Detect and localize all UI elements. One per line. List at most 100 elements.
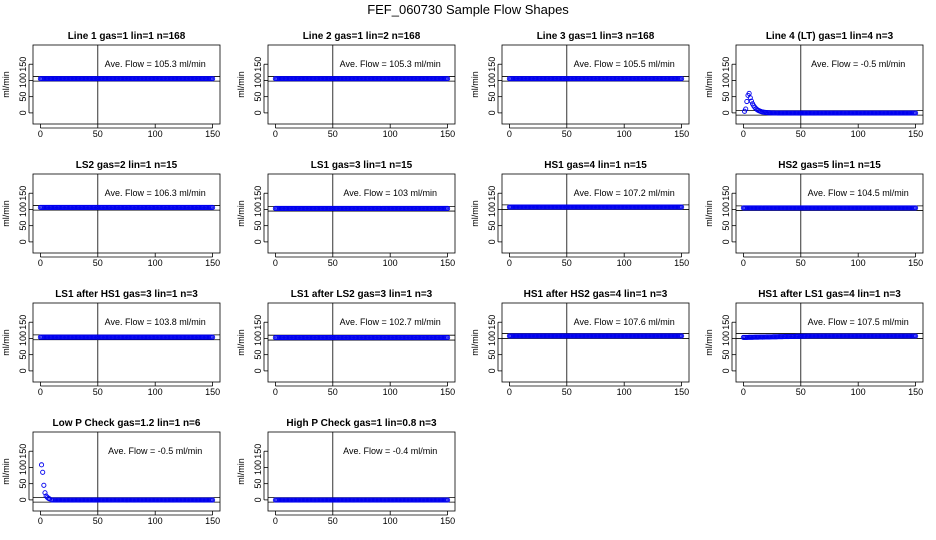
data-point [913,110,919,116]
y-axis-label: ml/min [1,71,11,98]
y-tick-label: 50 [721,221,731,231]
x-tick-label: 0 [273,258,278,268]
data-points [272,205,451,212]
panel-title: HS1 after HS2 gas=4 lin=1 n=3 [524,289,668,300]
y-tick-label: 50 [253,221,263,231]
data-point [210,497,216,503]
y-tick-label: 50 [253,92,263,102]
x-tick-label: 150 [674,258,689,268]
y-tick-label: 0 [253,110,263,115]
panel-7: HS1 gas=4 lin=1 n=150 50 100 150050100150ml… [470,160,690,268]
y-tick-label: 50 [18,221,28,231]
x-tick-label: 100 [617,387,632,397]
plot-frame [32,302,221,383]
data-points [37,76,216,82]
x-tick-label: 50 [562,387,572,397]
y-tick-label: 0 [253,497,263,502]
y-tick-label: 150 [253,186,263,201]
x-tick-label: 100 [148,129,163,139]
y-tick-label: 150 [18,186,28,201]
panel-title: High P Check gas=1 lin=0.8 n=3 [286,418,437,429]
plot-frame [735,302,924,383]
data-point [913,205,919,211]
y-tick-label: 50 [18,479,28,489]
y-tick-label: 0 [18,239,28,244]
average-flow-annotation: Ave. Flow = 103 ml/min [343,188,437,198]
x-tick-label: 150 [205,387,220,397]
x-tick-label: 150 [440,516,455,526]
x-tick-label: 0 [38,258,43,268]
panel-title: Line 4 (LT) gas=1 lin=4 n=3 [766,31,894,42]
data-points [272,497,451,503]
x-tick-label: 50 [93,258,103,268]
plot-frame [32,173,221,254]
x-tick-label: 100 [148,516,163,526]
y-tick-label: 0 [487,239,497,244]
data-points [38,462,216,503]
x-tick-label: 100 [851,258,866,268]
data-point [445,205,451,212]
x-tick-label: 100 [383,129,398,139]
data-points [740,205,919,211]
y-axis-label: ml/min [1,458,11,485]
y-tick-label: 0 [487,368,497,373]
y-tick-label: 150 [487,186,497,201]
x-tick-label: 150 [908,129,923,139]
y-tick-label: 100 [253,460,263,475]
y-tick-label: 50 [487,221,497,231]
y-tick-label: 100 [721,202,731,217]
data-point [445,335,451,341]
data-point [42,490,48,496]
average-flow-annotation: Ave. Flow = 104.5 ml/min [808,188,909,198]
y-tick-label: 0 [18,497,28,502]
y-tick-label: 150 [18,57,28,72]
y-axis-label: ml/min [704,329,714,356]
x-tick-label: 150 [908,258,923,268]
average-flow-annotation: Ave. Flow = 105.3 ml/min [340,59,441,69]
average-flow-annotation: Ave. Flow = 103.8 ml/min [105,317,206,327]
y-tick-label: 50 [18,92,28,102]
data-point [748,98,754,104]
y-tick-label: 0 [253,368,263,373]
y-tick-label: 100 [18,73,28,88]
panel-8: HS2 gas=5 lin=1 n=150 50 100 150050100150ml… [704,160,924,268]
y-tick-label: 100 [18,460,28,475]
x-tick-label: 50 [328,258,338,268]
plot-frame [735,173,924,254]
x-tick-label: 50 [328,387,338,397]
y-tick-label: 100 [18,202,28,217]
y-tick-label: 50 [253,350,263,360]
data-point [679,204,685,210]
y-tick-label: 0 [721,239,731,244]
x-tick-label: 0 [507,258,512,268]
panel-12: HS1 after LS1 gas=4 lin=1 n=30 50 100 15005… [704,289,924,397]
data-points [740,333,919,341]
plot-frame [501,173,690,254]
data-points [506,204,685,210]
panel-11: HS1 after HS2 gas=4 lin=1 n=30 50 100 15005… [470,289,690,397]
data-points [506,76,685,82]
x-tick-label: 150 [674,387,689,397]
y-tick-label: 150 [487,315,497,330]
y-axis-label: ml/min [704,200,714,227]
x-tick-label: 50 [328,516,338,526]
plot-frame [267,302,456,383]
data-points [741,90,919,116]
x-tick-label: 0 [38,387,43,397]
data-point [210,204,216,210]
figure-title: FEF_060730 Sample Flow Shapes [367,2,569,17]
average-flow-annotation: Ave. Flow = -0.5 ml/min [108,446,202,456]
x-tick-label: 150 [205,516,220,526]
data-point [445,497,451,503]
data-point [38,462,45,468]
y-axis-label: ml/min [704,71,714,98]
panel-title: LS2 gas=2 lin=1 n=15 [76,160,178,171]
y-tick-label: 150 [18,444,28,459]
y-tick-label: 150 [253,444,263,459]
panel-title: LS1 after LS2 gas=3 lin=1 n=3 [291,289,433,300]
panel-title: Low P Check gas=1.2 lin=1 n=6 [53,418,201,429]
x-tick-label: 50 [796,129,806,139]
